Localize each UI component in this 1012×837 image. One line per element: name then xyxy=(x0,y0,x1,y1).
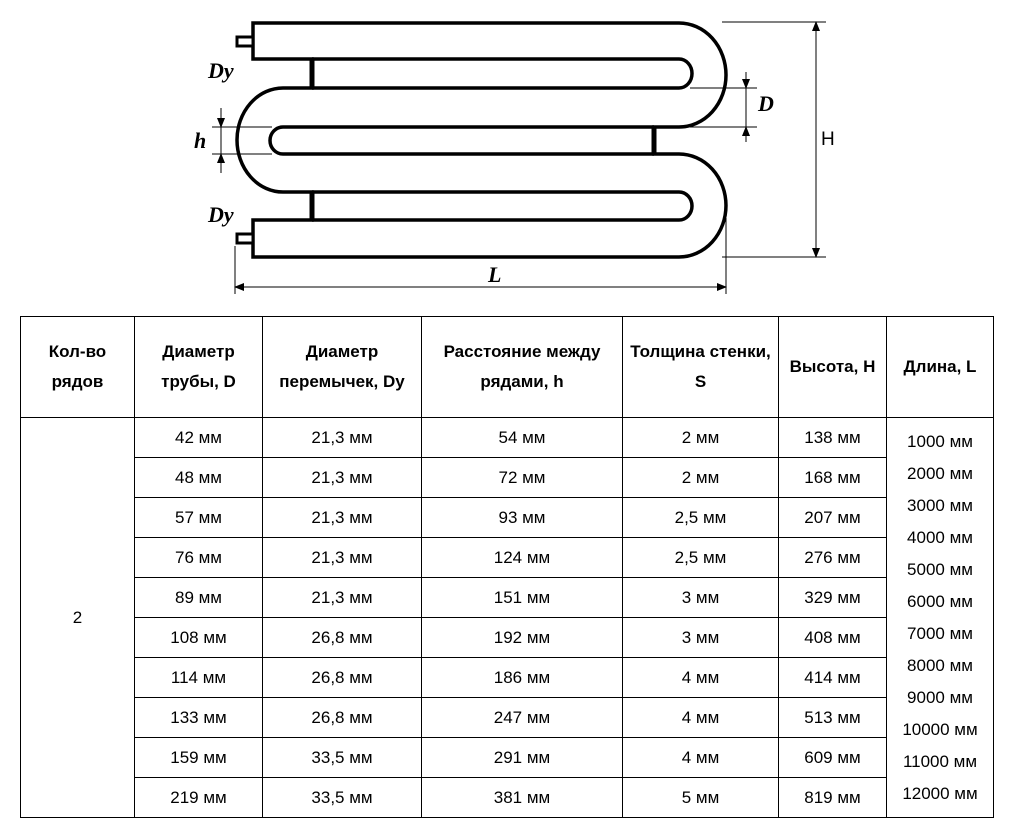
table-row: 57 мм 21,3 мм 93 мм 2,5 мм 207 мм xyxy=(21,497,994,538)
table-cell: 819 мм xyxy=(778,777,887,818)
table-row: 159 мм 33,5 мм 291 мм 4 мм 609 мм xyxy=(21,737,994,778)
table-cell: 291 мм xyxy=(421,737,623,778)
table-cell: 114 мм xyxy=(134,657,263,698)
table-cell: 151 мм xyxy=(421,577,623,618)
table-cell: 138 мм xyxy=(778,417,887,458)
table-cell: 609 мм xyxy=(778,737,887,778)
header-length: Длина, L xyxy=(886,316,994,418)
table-row: 2 42 мм 21,3 мм 54 мм 2 мм 138 мм 1000 мм 2000 … xyxy=(20,417,994,818)
table-row: 108 мм 26,8 мм 192 мм 3 мм 408 мм xyxy=(21,617,994,658)
table-row: 76 мм 21,3 мм 124 мм 2,5 мм 276 мм xyxy=(21,537,994,578)
table-cell: 26,8 мм xyxy=(262,657,422,698)
table-cell: 124 мм xyxy=(421,537,623,578)
table-cell: 219 мм xyxy=(134,777,263,818)
table-cell: 3 мм xyxy=(622,577,779,618)
table-cell: 33,5 мм xyxy=(262,737,422,778)
length-value: 3000 мм xyxy=(907,495,973,515)
table-cell: 192 мм xyxy=(421,617,623,658)
table-cell: 2 мм xyxy=(622,417,779,458)
table-cell: 414 мм xyxy=(778,657,887,698)
table-cell: 57 мм xyxy=(134,497,263,538)
table-cell: 21,3 мм xyxy=(262,577,422,618)
specs-table: Кол-во рядов Диаметр трубы, D Диаметр пе… xyxy=(20,316,994,818)
label-dy-bottom: Dy xyxy=(207,202,234,227)
table-cell: 133 мм xyxy=(134,697,263,738)
table-cell: 54 мм xyxy=(421,417,623,458)
length-value: 9000 мм xyxy=(907,687,973,707)
table-row: 133 мм 26,8 мм 247 мм 4 мм 513 мм xyxy=(21,697,994,738)
table-cell: 21,3 мм xyxy=(262,537,422,578)
table-row: 89 мм 21,3 мм 151 мм 3 мм 329 мм xyxy=(21,577,994,618)
header-pipe-diameter: Диаметр трубы, D xyxy=(134,316,263,418)
table-cell: 108 мм xyxy=(134,617,263,658)
label-height: H xyxy=(821,129,835,150)
rows-count-cell: 2 xyxy=(20,417,135,818)
table-cell: 3 мм xyxy=(622,617,779,658)
header-wall-thickness: Толщина стенки, S xyxy=(622,316,779,418)
table-cell: 5 мм xyxy=(622,777,779,818)
table-cell: 2,5 мм xyxy=(622,497,779,538)
length-value: 11000 мм xyxy=(902,751,978,771)
header-jumper-diameter: Диаметр перемычек, Dy xyxy=(262,316,422,418)
table-cell: 48 мм xyxy=(134,457,263,498)
label-length: L xyxy=(487,262,501,287)
table-cell: 408 мм xyxy=(778,617,887,658)
table-cell: 26,8 мм xyxy=(262,617,422,658)
table-cell: 21,3 мм xyxy=(262,457,422,498)
table-cell: 89 мм xyxy=(134,577,263,618)
length-value: 7000 мм xyxy=(907,623,973,643)
table-cell: 2,5 мм xyxy=(622,537,779,578)
table-cell: 247 мм xyxy=(421,697,623,738)
table-cell: 42 мм xyxy=(134,417,263,458)
table-cell: 4 мм xyxy=(622,737,779,778)
table-row: 219 мм 33,5 мм 381 мм 5 мм 819 мм xyxy=(21,777,994,818)
register-drawing: Dy Dy h D H L xyxy=(194,21,835,294)
length-value: 2000 мм xyxy=(907,463,973,483)
table-cell: 21,3 мм xyxy=(262,497,422,538)
label-h: h xyxy=(194,128,206,153)
length-value: 6000 мм xyxy=(907,591,973,611)
length-value: 1000 мм xyxy=(907,431,973,451)
length-value: 5000 мм xyxy=(907,559,973,579)
table-cell: 26,8 мм xyxy=(262,697,422,738)
pipe-outline xyxy=(235,21,728,259)
header-row-spacing: Расстояние между рядами, h xyxy=(421,316,623,418)
dimension-lines xyxy=(212,21,826,294)
table-cell: 186 мм xyxy=(421,657,623,698)
table-cell: 76 мм xyxy=(134,537,263,578)
table-cell: 159 мм xyxy=(134,737,263,778)
nozzle-top xyxy=(235,35,255,48)
table-cell: 33,5 мм xyxy=(262,777,422,818)
header-row: Кол-во рядов Диаметр трубы, D Диаметр пе… xyxy=(20,316,994,418)
nozzle-bottom xyxy=(235,232,255,245)
table-row: 114 мм 26,8 мм 186 мм 4 мм 414 мм xyxy=(21,657,994,698)
length-value: 12000 мм xyxy=(902,783,978,803)
table-cell: 72 мм xyxy=(421,457,623,498)
table-cell: 21,3 мм xyxy=(262,417,422,458)
table-cell: 4 мм xyxy=(622,657,779,698)
table-row: 48 мм 21,3 мм 72 мм 2 мм 168 мм xyxy=(21,457,994,498)
lengths-cell: 1000 мм 2000 мм 3000 мм 4000 мм 5000 мм 6000 … xyxy=(886,417,994,818)
table-cell: 2 мм xyxy=(622,457,779,498)
header-rows-count: Кол-во рядов xyxy=(20,316,135,418)
table-cell: 207 мм xyxy=(778,497,887,538)
length-value: 10000 мм xyxy=(902,719,978,739)
table-cell: 276 мм xyxy=(778,537,887,578)
table-cell: 168 мм xyxy=(778,457,887,498)
lengths-list: 1000 мм 2000 мм 3000 мм 4000 мм 5000 мм 6000 … xyxy=(887,428,993,808)
header-height: Высота, H xyxy=(778,316,887,418)
table-cell: 93 мм xyxy=(421,497,623,538)
label-dy-top: Dy xyxy=(207,58,234,83)
table-cell: 329 мм xyxy=(778,577,887,618)
table-cell: 4 мм xyxy=(622,697,779,738)
table-cell: 381 мм xyxy=(421,777,623,818)
length-value: 4000 мм xyxy=(907,527,973,547)
table-cell: 513 мм xyxy=(778,697,887,738)
label-d: D xyxy=(757,91,774,116)
length-value: 8000 мм xyxy=(907,655,973,675)
